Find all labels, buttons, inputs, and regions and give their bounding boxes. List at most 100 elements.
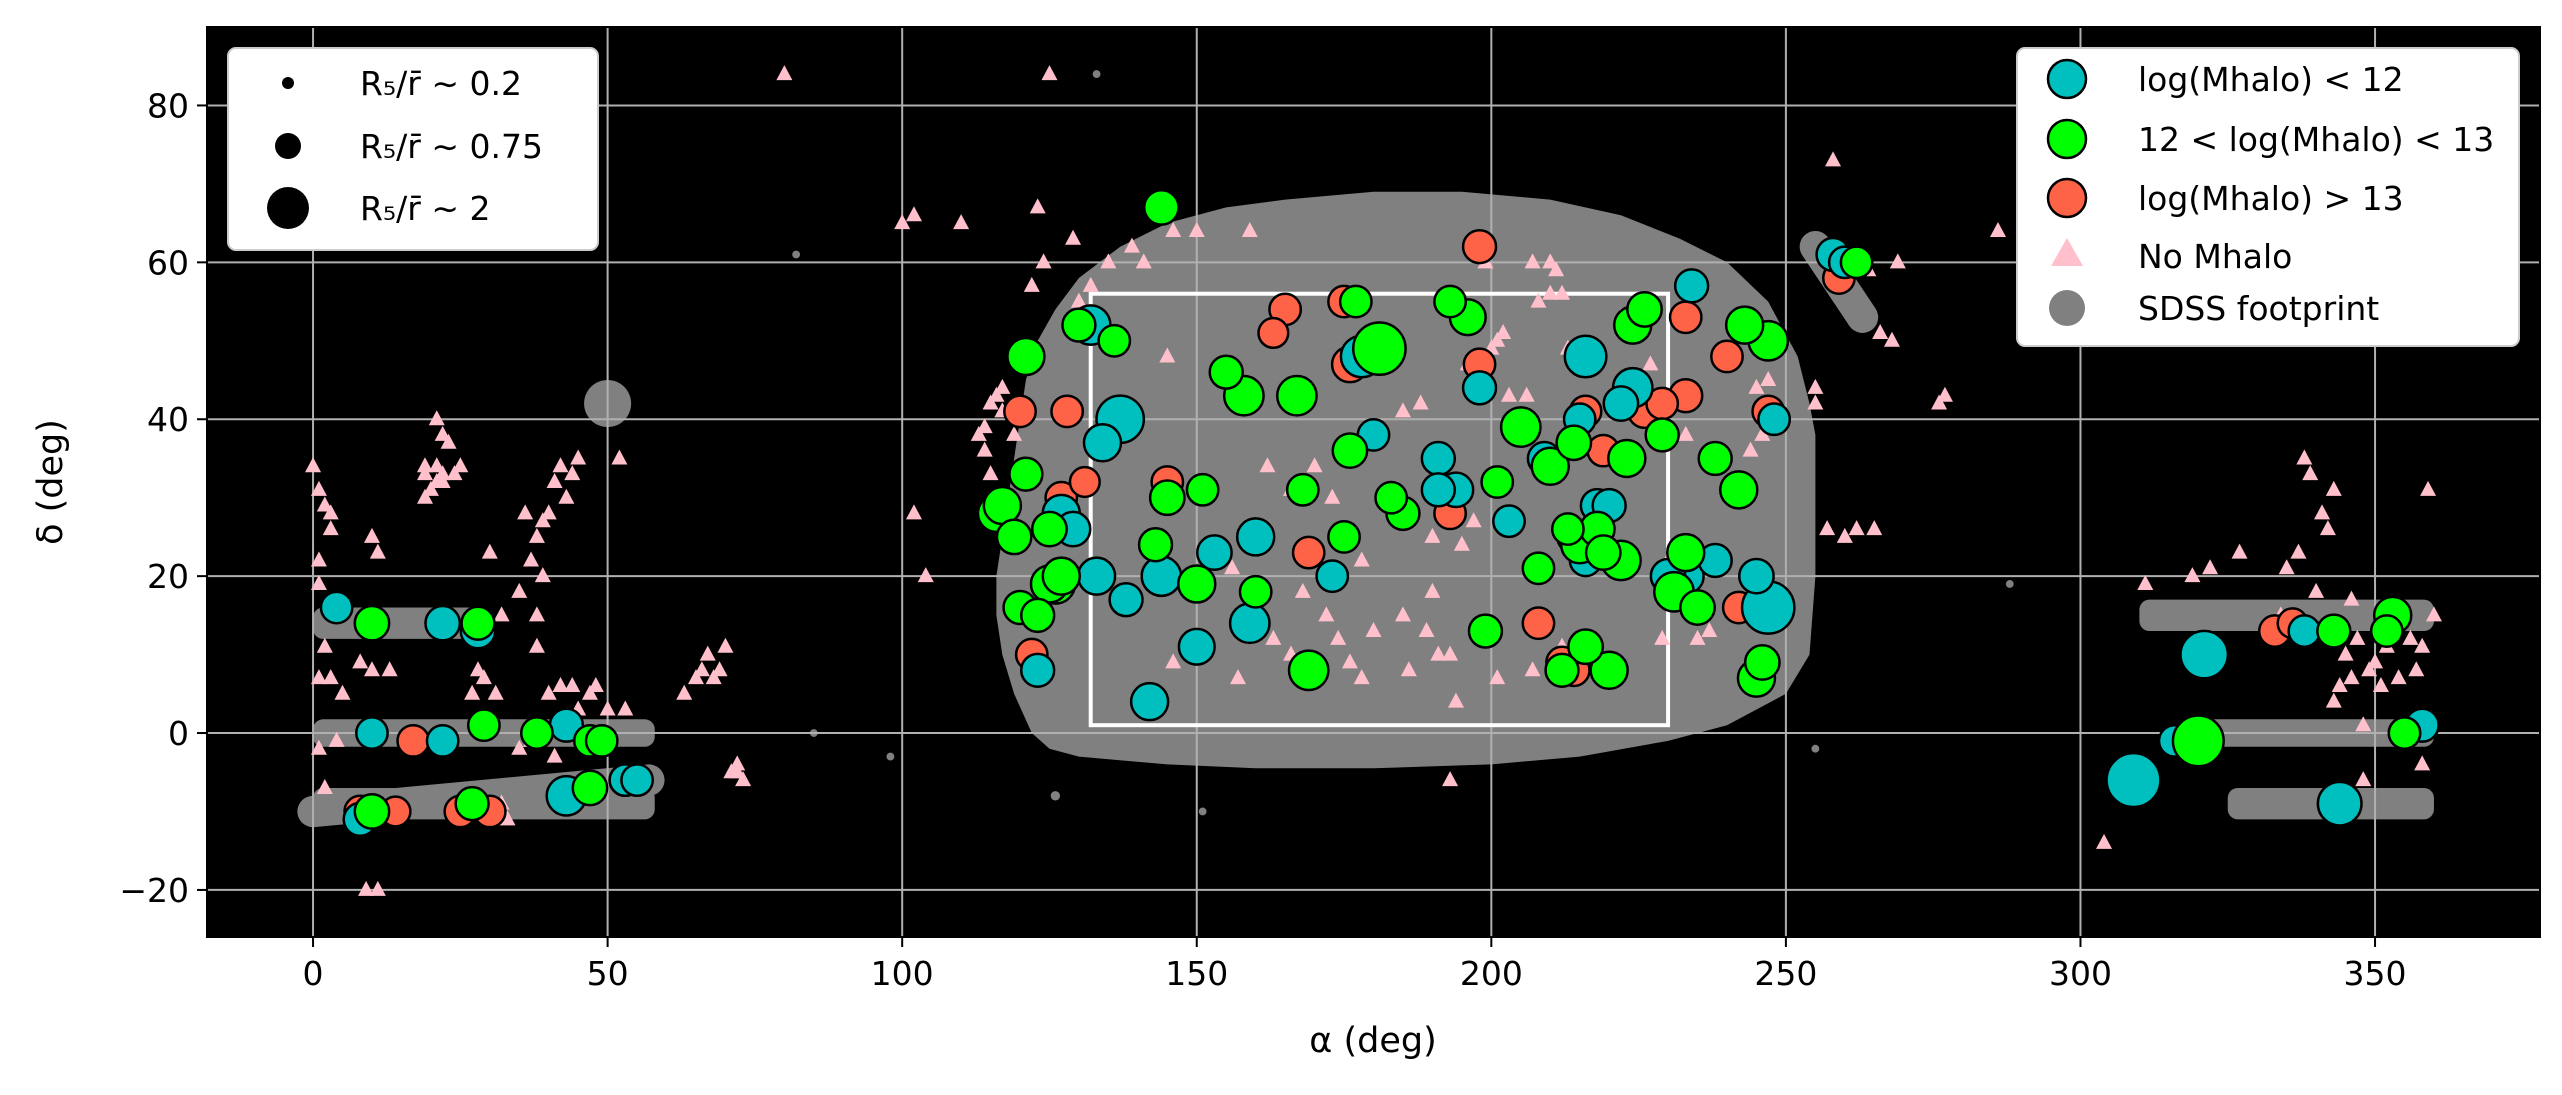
high-halo-point xyxy=(1003,394,1037,429)
y-tick-label: 0 xyxy=(168,714,189,753)
no-halo-point xyxy=(1654,629,1671,645)
mid-halo-point xyxy=(1137,527,1174,563)
mid-halo-point xyxy=(1374,480,1409,515)
no-halo-point xyxy=(552,676,569,692)
size-legend-marker-medium xyxy=(275,133,301,159)
highlight-box xyxy=(1088,291,1671,728)
no-halo-point xyxy=(322,669,339,685)
no-halo-point xyxy=(416,488,433,504)
no-halo-point xyxy=(2202,559,2219,575)
no-halo-point xyxy=(511,582,528,598)
no-halo-point xyxy=(1029,198,1046,214)
low-halo-point xyxy=(2179,629,2230,680)
no-halo-point xyxy=(1807,378,1824,394)
size-legend-marker-small xyxy=(282,77,294,89)
footprint-dot xyxy=(1092,70,1101,78)
x-tick-label: 150 xyxy=(1165,954,1228,993)
mid-halo-point xyxy=(1679,589,1716,626)
y-tick-label: 20 xyxy=(147,557,189,596)
mid-halo-point xyxy=(1719,470,1759,510)
no-halo-point xyxy=(1465,512,1482,528)
no-halo-point xyxy=(976,418,993,434)
no-halo-point xyxy=(1259,457,1276,473)
y-tick-label: 40 xyxy=(147,400,189,439)
no-halo-point xyxy=(358,880,375,896)
no-halo-point xyxy=(687,669,704,685)
size-legend-label-medium: R₅/r̄ ∼ 0.75 xyxy=(360,127,543,166)
no-halo-point xyxy=(1489,331,1506,347)
no-halo-point xyxy=(322,520,339,536)
no-halo-point xyxy=(1023,276,1040,292)
mid-halo-point xyxy=(1697,440,1733,477)
no-halo-point xyxy=(2372,676,2389,692)
legend-marker-no-halo xyxy=(2051,238,2083,266)
no-halo-point xyxy=(982,394,999,410)
footprint-cap xyxy=(996,191,1816,769)
low-halo-point xyxy=(1019,652,1056,688)
mid-halo-point xyxy=(1008,456,1044,492)
mid-halo-point xyxy=(1530,446,1570,487)
legend-label-high-halo: log(Mhalo) > 13 xyxy=(2138,179,2404,218)
mid-halo-point xyxy=(1589,650,1629,691)
mid-halo-point xyxy=(2171,714,2225,768)
no-halo-point xyxy=(917,567,934,583)
low-halo-point xyxy=(424,604,462,642)
no-halo-point xyxy=(1353,551,1370,567)
footprint-dot xyxy=(2005,580,2014,588)
no-halo-point xyxy=(1430,645,1447,661)
no-halo-point xyxy=(2414,637,2431,653)
no-halo-point xyxy=(546,473,563,488)
no-halo-point xyxy=(1542,253,1559,269)
mid-halo-point xyxy=(1499,406,1542,449)
mid-halo-point xyxy=(1148,479,1186,517)
mid-halo-point xyxy=(1006,336,1046,377)
color-legend-frame xyxy=(2016,47,2520,347)
color-legend: log(Mhalo) < 12 12 < log(Mhalo) < 13 log… xyxy=(2016,47,2520,347)
legend-label-mid-halo: 12 < log(Mhalo) < 13 xyxy=(2138,120,2494,159)
low-halo-point xyxy=(620,763,655,798)
low-halo-point xyxy=(1738,557,1775,595)
no-halo-point xyxy=(1742,441,1759,457)
mid-halo-point xyxy=(1626,290,1663,328)
no-halo-point xyxy=(2408,661,2425,677)
y-tick-label: 60 xyxy=(147,243,189,282)
no-halo-point xyxy=(705,669,722,685)
x-tick-label: 200 xyxy=(1460,954,1523,993)
low-halo-point xyxy=(355,716,389,750)
mid-halo-point xyxy=(1097,323,1132,358)
no-halo-point xyxy=(1701,622,1718,638)
no-halo-point xyxy=(2337,645,2354,661)
no-halo-point xyxy=(2325,480,2342,496)
no-halo-point xyxy=(440,433,457,449)
size-legend-label-small: R₅/r̄ ∼ 0.2 xyxy=(360,64,522,103)
no-halo-point xyxy=(1501,386,1518,402)
no-halo-point xyxy=(528,606,545,622)
no-halo-point xyxy=(1294,582,1311,598)
low-halo-point xyxy=(1461,370,1498,406)
no-halo-point xyxy=(994,378,1011,394)
no-halo-point xyxy=(1100,253,1117,269)
x-tick-label: 100 xyxy=(871,954,934,993)
high-halo-point xyxy=(1710,339,1744,374)
no-halo-point xyxy=(546,747,563,763)
no-halo-point xyxy=(611,449,628,465)
low-halo-point xyxy=(1129,681,1170,722)
no-halo-point xyxy=(2367,653,2384,669)
no-halo-point xyxy=(1807,394,1824,410)
y-tick-label: −20 xyxy=(119,871,189,910)
no-halo-point xyxy=(2355,771,2372,787)
mid-halo-point xyxy=(353,604,391,642)
mid-halo-point xyxy=(2316,613,2352,649)
mid-halo-point xyxy=(1031,510,1068,548)
mid-halo-point xyxy=(1019,597,1056,634)
no-halo-point xyxy=(2325,692,2342,708)
low-halo-point xyxy=(1177,627,1216,666)
no-halo-point xyxy=(1159,347,1176,363)
footprint-dot xyxy=(1198,807,1207,816)
no-halo-point xyxy=(2137,574,2154,590)
no-halo-point xyxy=(988,386,1005,402)
no-halo-point xyxy=(1318,606,1335,622)
no-halo-point xyxy=(1424,582,1441,598)
no-halo-point xyxy=(1872,323,1889,339)
no-halo-point xyxy=(587,676,604,692)
